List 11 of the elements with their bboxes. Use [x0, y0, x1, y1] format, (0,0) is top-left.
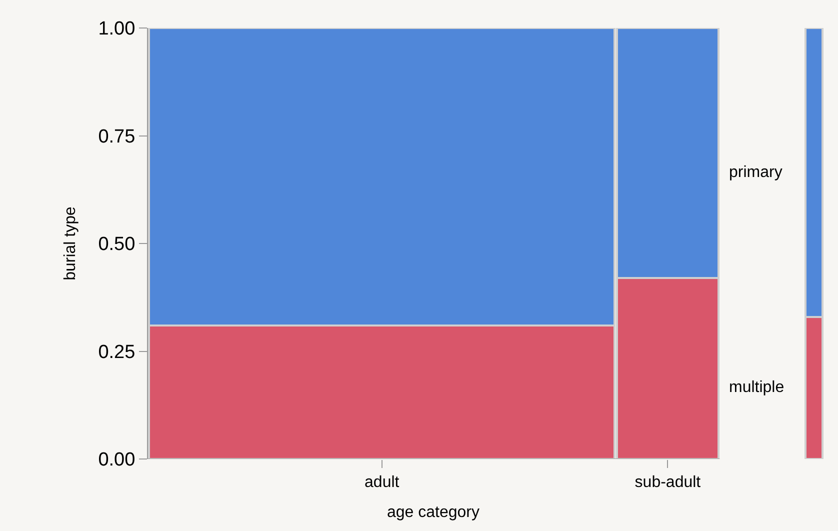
y-tick-label: 0.50 [98, 234, 136, 256]
y-tick-label: 0.25 [98, 342, 136, 363]
x-tick-label: sub-adult [634, 474, 702, 492]
y-tick-label: 1.00 [98, 18, 136, 40]
y-tick-label: 0.75 [98, 126, 136, 148]
y-axis-title: burial type [62, 206, 80, 280]
series-label: multiple [729, 379, 784, 396]
series-label: primary [729, 164, 782, 181]
x-tick-label: adult [364, 474, 400, 492]
y-tick-label: 0.00 [98, 450, 136, 471]
x-axis-title: age category [387, 504, 480, 521]
